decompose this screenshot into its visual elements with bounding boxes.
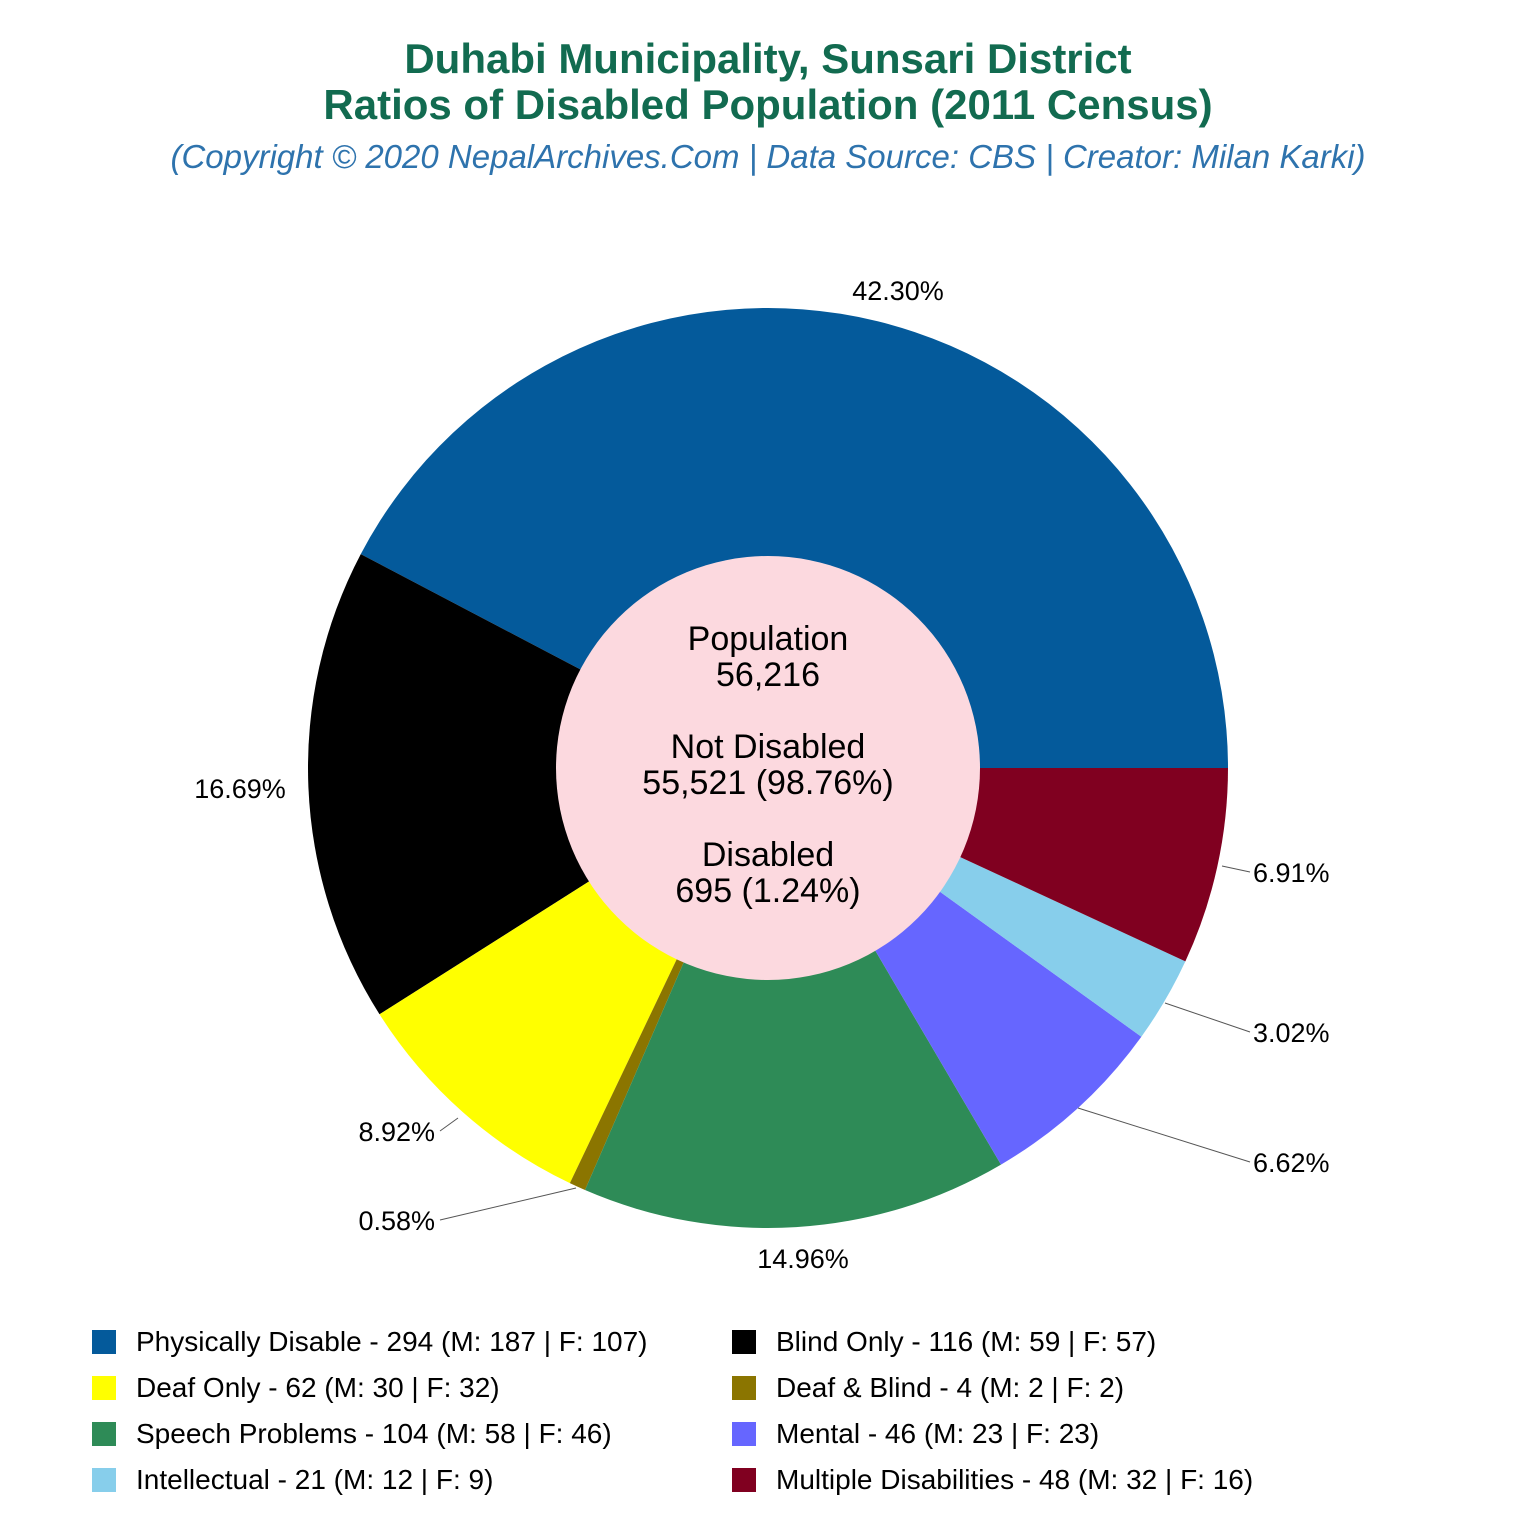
center-not-disabled-label: Not Disabled bbox=[671, 728, 866, 766]
legend-item: Deaf Only - 62 (M: 30 | F: 32) bbox=[92, 1372, 500, 1404]
legend-item: Mental - 46 (M: 23 | F: 23) bbox=[732, 1418, 1099, 1450]
legend-label: Deaf Only - 62 (M: 30 | F: 32) bbox=[136, 1372, 500, 1403]
leader-line bbox=[1077, 1107, 1251, 1163]
legend-swatch bbox=[92, 1468, 116, 1492]
legend-label: Speech Problems - 104 (M: 58 | F: 46) bbox=[136, 1418, 612, 1449]
percent-label: 16.69% bbox=[194, 774, 286, 804]
percent-label: 14.96% bbox=[757, 1244, 849, 1274]
center-population-label: Population bbox=[688, 620, 849, 658]
center-not-disabled-value: 55,521 (98.76%) bbox=[642, 764, 893, 802]
leader-line bbox=[439, 1187, 577, 1221]
legend-label: Physically Disable - 294 (M: 187 | F: 10… bbox=[136, 1326, 648, 1357]
chart-title-line1: Duhabi Municipality, Sunsari District bbox=[404, 35, 1132, 82]
percent-label: 8.92% bbox=[358, 1117, 435, 1147]
legend-swatch bbox=[732, 1330, 756, 1354]
slice-speech-problems bbox=[585, 768, 1001, 1228]
slice-blind-only bbox=[307, 554, 768, 1015]
chart-subtitle: (Copyright © 2020 NepalArchives.Com | Da… bbox=[170, 138, 1366, 175]
legend-label: Multiple Disabilities - 48 (M: 32 | F: 1… bbox=[776, 1464, 1254, 1495]
center-hole bbox=[556, 556, 980, 980]
legend-label: Deaf & Blind - 4 (M: 2 | F: 2) bbox=[776, 1372, 1125, 1403]
center-disabled-value: 695 (1.24%) bbox=[675, 872, 860, 910]
percent-label: 6.91% bbox=[1253, 858, 1330, 888]
legend-swatch bbox=[732, 1376, 756, 1400]
legend-item: Physically Disable - 294 (M: 187 | F: 10… bbox=[92, 1326, 647, 1358]
legend-label: Intellectual - 21 (M: 12 | F: 9) bbox=[136, 1464, 494, 1495]
legend-item: Deaf & Blind - 4 (M: 2 | F: 2) bbox=[732, 1372, 1124, 1404]
legend-label: Blind Only - 116 (M: 59 | F: 57) bbox=[776, 1326, 1157, 1357]
leader-line bbox=[1221, 865, 1251, 873]
legend-swatch bbox=[92, 1376, 116, 1400]
center-disabled-label: Disabled bbox=[702, 836, 834, 874]
legend-item: Multiple Disabilities - 48 (M: 32 | F: 1… bbox=[732, 1464, 1253, 1496]
legend-swatch bbox=[732, 1422, 756, 1446]
legend-item: Speech Problems - 104 (M: 58 | F: 46) bbox=[92, 1418, 612, 1450]
legend-item: Intellectual - 21 (M: 12 | F: 9) bbox=[92, 1464, 493, 1496]
percent-label: 0.58% bbox=[358, 1206, 435, 1236]
legend-swatch bbox=[92, 1422, 116, 1446]
percent-label: 42.30% bbox=[852, 276, 944, 306]
center-population-value: 56,216 bbox=[716, 656, 820, 694]
leader-line bbox=[1164, 1002, 1251, 1033]
chart-title-line2: Ratios of Disabled Population (2011 Cens… bbox=[323, 81, 1213, 128]
slice-physically-disable bbox=[360, 308, 1228, 768]
percent-label: 6.62% bbox=[1253, 1148, 1330, 1178]
leader-line bbox=[439, 1117, 459, 1132]
legend-item: Blind Only - 116 (M: 59 | F: 57) bbox=[732, 1326, 1156, 1358]
legend-swatch bbox=[732, 1468, 756, 1492]
legend-swatch bbox=[92, 1330, 116, 1354]
percent-label: 3.02% bbox=[1253, 1018, 1330, 1048]
legend-label: Mental - 46 (M: 23 | F: 23) bbox=[776, 1418, 1100, 1449]
